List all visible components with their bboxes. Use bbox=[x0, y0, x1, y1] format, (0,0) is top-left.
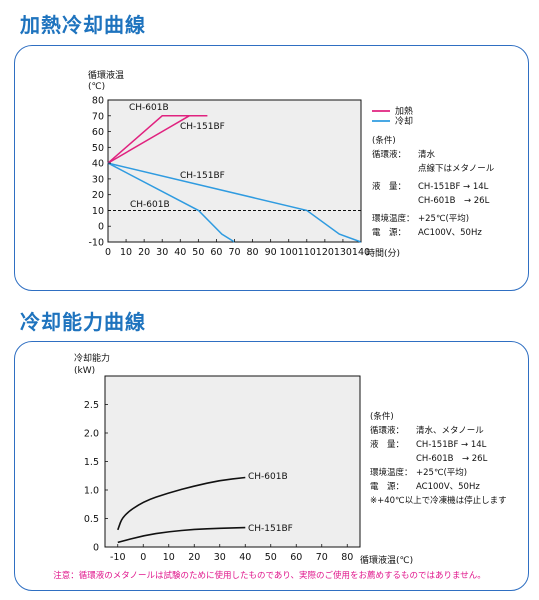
y-tick-label: 80 bbox=[92, 96, 104, 107]
curve-label-cooling-151: CH-151BF bbox=[180, 171, 225, 181]
cond-value: CH-151BF → 14L bbox=[416, 440, 487, 450]
x-tick-label: 140 bbox=[352, 247, 370, 258]
cond-value: 点線下はメタノール bbox=[418, 164, 495, 174]
x-tick-label: 20 bbox=[138, 247, 150, 258]
y-tick-label: 2.5 bbox=[84, 400, 99, 411]
x-axis-label: 時間(分) bbox=[366, 248, 400, 259]
cooling-capacity-title: 冷却能力曲線 bbox=[20, 310, 146, 334]
x-tick-label: 80 bbox=[247, 247, 259, 258]
cond-key: 電 源： bbox=[370, 482, 405, 492]
y-tick-label: 10 bbox=[92, 206, 104, 217]
cond-value: CH-601B → 26L bbox=[418, 196, 490, 206]
series-line bbox=[107, 115, 199, 164]
cond-key bbox=[370, 452, 416, 466]
conditions-header: (条件) bbox=[370, 412, 394, 422]
y-tick-label: 0 bbox=[98, 222, 104, 233]
curve-label-cooling-601: CH-601B bbox=[130, 200, 170, 210]
y-tick-label: 50 bbox=[92, 143, 104, 154]
usage-note: 注意：循環液のメタノールは試験のために使用したものであり、実際のご使用をお薦めす… bbox=[53, 571, 486, 581]
y-tick-label: 0 bbox=[93, 543, 99, 554]
cond-value: AC100V、50Hz bbox=[418, 228, 482, 238]
x-tick-label: 70 bbox=[316, 552, 328, 563]
cond-key: 循環液： bbox=[370, 426, 405, 436]
y-tick-label: 0.5 bbox=[84, 514, 99, 525]
y-tick-label: 1.5 bbox=[84, 457, 99, 468]
cond-key: 電 源： bbox=[372, 228, 407, 238]
series-line bbox=[117, 526, 246, 544]
x-tick-label: 130 bbox=[334, 247, 352, 258]
plot-area bbox=[104, 375, 361, 548]
curve-label-heating-151: CH-151BF bbox=[180, 122, 225, 132]
y-axis-unit: (℃) bbox=[88, 82, 105, 92]
x-tick-label: 60 bbox=[210, 247, 222, 258]
y-tick-label: 1.0 bbox=[84, 486, 99, 497]
x-tick-label: 120 bbox=[316, 247, 334, 258]
conditions-header: (条件) bbox=[372, 136, 396, 146]
series-line bbox=[107, 162, 235, 243]
x-tick-label: 0 bbox=[105, 247, 111, 258]
x-tick-label: 80 bbox=[341, 552, 353, 563]
cond-key: 環境温度： bbox=[372, 214, 415, 224]
y-tick-label: 30 bbox=[92, 174, 104, 185]
y-tick-label: 2.0 bbox=[84, 429, 99, 440]
series-line bbox=[117, 476, 246, 531]
conditions-footnote: ※+40℃以上で冷凍機は停止します bbox=[370, 496, 507, 506]
cond-value: CH-151BF → 14L bbox=[418, 182, 489, 192]
cond-value: 清水、メタノール bbox=[416, 426, 484, 436]
x-axis-label: 循環液温(℃) bbox=[360, 554, 413, 566]
cond-key: 液 量： bbox=[370, 440, 405, 450]
cond-value: CH-601B → 26L bbox=[416, 454, 488, 464]
cond-key: 液 量： bbox=[372, 182, 407, 192]
x-tick-label: 70 bbox=[228, 247, 240, 258]
y-tick-label: 40 bbox=[92, 159, 104, 170]
x-tick-label: 40 bbox=[239, 552, 251, 563]
cond-value: AC100V、50Hz bbox=[416, 482, 480, 492]
x-tick-label: 10 bbox=[120, 247, 132, 258]
x-tick-label: 50 bbox=[192, 247, 204, 258]
x-tick-label: 100 bbox=[280, 247, 298, 258]
cond-value: +25℃(平均) bbox=[416, 468, 468, 478]
heating-cooling-title: 加熱冷却曲線 bbox=[20, 13, 146, 37]
cond-key: 循環液： bbox=[372, 150, 407, 160]
x-tick-label: 0 bbox=[140, 552, 146, 563]
series-line bbox=[107, 115, 208, 164]
y-tick-label: 70 bbox=[92, 111, 104, 122]
cond-value: 清水 bbox=[418, 150, 436, 160]
x-tick-label: 110 bbox=[298, 247, 316, 258]
x-tick-label: 30 bbox=[214, 552, 226, 563]
curve-label-601: CH-601B bbox=[248, 472, 288, 482]
series-line bbox=[107, 162, 362, 243]
conditions-1: (条件) 循環液： 清水 点線下はメタノール 液 量： CH-151BF → 14L… bbox=[372, 134, 494, 240]
curve-label-151: CH-151BF bbox=[248, 524, 293, 534]
y-axis-label: 循環液温 bbox=[88, 69, 124, 81]
x-tick-label: 50 bbox=[265, 552, 277, 563]
x-tick-label: -10 bbox=[110, 552, 126, 563]
y-tick-label: 20 bbox=[92, 190, 104, 201]
conditions-2: (条件) 循環液： 清水、メタノール 液 量： CH-151BF → 14L CH-… bbox=[370, 410, 507, 508]
x-tick-label: 20 bbox=[188, 552, 200, 563]
x-tick-label: 10 bbox=[163, 552, 175, 563]
legend-label-cooling: 冷却 bbox=[395, 115, 413, 127]
x-tick-label: 90 bbox=[265, 247, 277, 258]
curve-label-heating-601: CH-601B bbox=[129, 103, 169, 113]
y-axis-label: 冷却能力 bbox=[74, 352, 110, 364]
y-axis-unit: (kW) bbox=[74, 366, 95, 376]
y-tick-label: 60 bbox=[92, 127, 104, 138]
cond-key: 環境温度： bbox=[370, 468, 413, 478]
legend-label-heating: 加熱 bbox=[395, 105, 413, 117]
x-tick-label: 60 bbox=[290, 552, 302, 563]
cond-value: +25℃(平均) bbox=[418, 214, 470, 224]
x-tick-label: 40 bbox=[174, 247, 186, 258]
x-tick-label: 30 bbox=[156, 247, 168, 258]
y-tick-label: -10 bbox=[88, 238, 104, 249]
